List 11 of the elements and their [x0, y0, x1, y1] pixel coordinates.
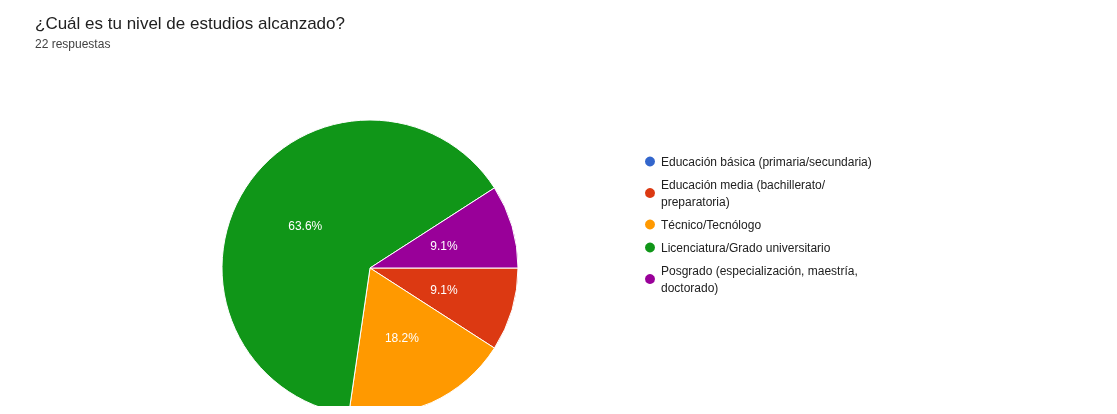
data-label: 63.6%: [288, 219, 323, 234]
chart-title: ¿Cuál es tu nivel de estudios alcanzado?: [35, 14, 345, 33]
legend-label: Educación media (bachillerato/ preparatoria): [661, 177, 829, 209]
text: 22 respuestas: [35, 37, 111, 51]
legend-label: Educación básica (primaria/secundaria): [661, 154, 872, 169]
legend-label: Posgrado (especialización, maestría, doctorado): [661, 263, 862, 295]
data-label: 9.1%: [430, 239, 458, 254]
data-label: 18.2%: [384, 331, 420, 346]
legend-label: Licenciatura/Grado universitario: [661, 240, 831, 255]
legend-label: Técnico/Tecnólogo: [661, 217, 762, 232]
data-label: 9.1%: [430, 282, 458, 297]
